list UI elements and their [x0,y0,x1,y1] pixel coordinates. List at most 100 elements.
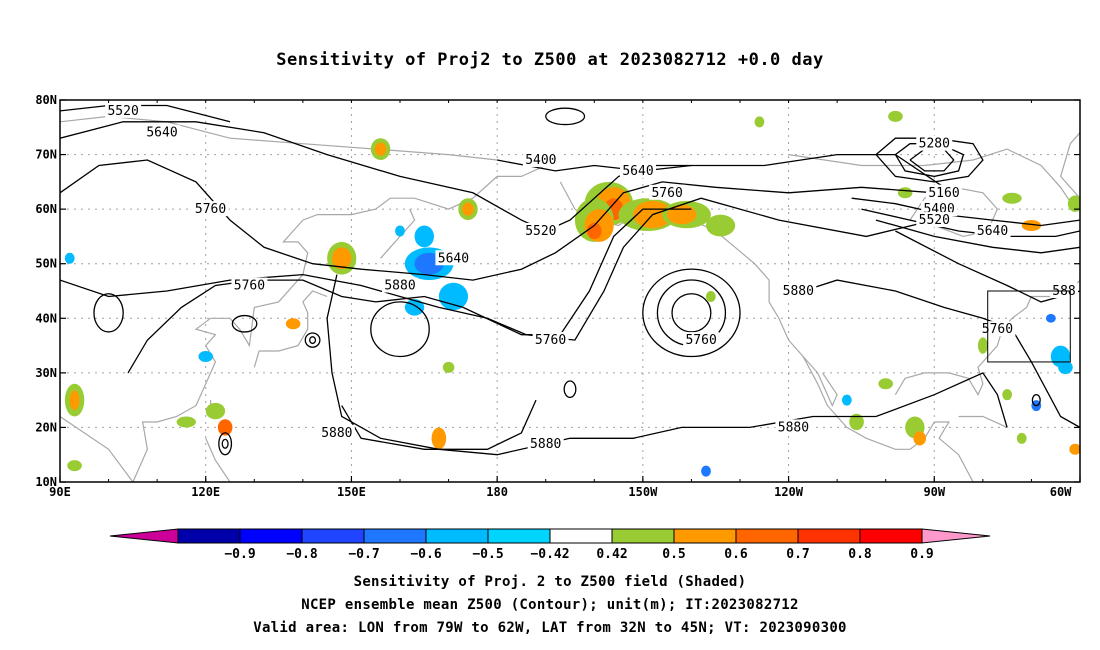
contour-label-bg [780,283,817,298]
contour-label: 5400 [525,153,556,168]
colorbar-swatch [363,528,427,544]
z500-contours [60,104,1080,456]
gridlines [60,100,1080,482]
contour-label-bg [231,277,268,293]
colorbar-low-end [109,528,179,544]
colorbar-label: 0.6 [724,547,748,562]
sensitivity-patch [705,214,736,237]
map-frame [59,99,1081,483]
contour-label: 5640 [977,224,1008,239]
colorbar-label: 0.5 [662,547,685,562]
contour-label: 5640 [622,164,653,179]
z500-closed-contour [231,314,258,333]
contour-label-bg [979,321,1016,337]
contour-label-bg [1050,283,1078,298]
sensitivity-patch [198,350,214,362]
sensitivity-patch [64,252,75,264]
colorbar-label: −0.42 [530,547,569,562]
contour-label: 5640 [438,251,469,266]
z500-closed-contour [563,380,577,399]
colorbar-swatch [239,528,303,544]
coastline [253,290,328,368]
z500-contour [875,137,984,183]
colorbar: −0.9 −0.8 −0.7 −0.6 −0.5 −0.42 0.42 0.5 0.6 0.7 0.… [109,528,991,562]
coastline [1059,132,1080,199]
contour-label-bg [522,152,559,168]
contour-label: 5760 [535,333,566,348]
z500-closed-contour [218,432,233,456]
z500-contour [861,208,1080,238]
sensitivity-patch [205,402,226,420]
coastline [802,356,838,408]
contour-label: 5280 [919,137,950,152]
lat-tick-label: 40N [35,311,57,325]
contour-labels: 5520 5640 5760 5400 5520 5640 5760 5640 5760 5880… [105,102,1078,452]
lat-tick-label: 30N [35,366,57,380]
z500-closed-contour [221,438,229,449]
contour-label: 5880 [384,279,415,294]
sensitivity-patch [438,282,469,311]
contour-label: 5520 [919,213,950,228]
sensitivity-patch [1058,360,1073,374]
contour-label: 5760 [982,322,1013,337]
contour-label-bg [532,332,569,348]
lat-tick-label: 20N [35,420,57,434]
z500-contour [875,219,1080,254]
contour-label-bg [192,201,229,217]
sensitivity-patch [878,378,894,390]
colorbar-label: −0.9 [224,547,255,562]
z500-contour [909,148,955,172]
colorbar-swatch [549,528,613,544]
contour-label-bg [683,332,720,348]
sensitivity-patch [442,361,455,373]
z500-closed-contour [642,268,741,358]
colorbar-swatch [859,528,923,544]
sensitivity-patch [285,318,301,330]
z500-contour [895,230,1080,303]
z500-contour [60,197,935,341]
z500-closed-contour [93,293,124,333]
contour-label-bg [974,222,1011,238]
contour-label-bg [916,212,953,228]
sensitivity-patch [586,222,602,240]
z500-contour [60,159,935,281]
sensitivity-patch [67,460,82,472]
contour-label-bg [775,419,812,435]
coastline [205,438,231,482]
lon-tick-label: 60W [1050,485,1072,499]
sensitivity-patch [701,465,711,477]
z500-contour [341,399,537,450]
sensitivity-patch [913,431,927,446]
lon-tick-label: 120E [191,485,220,499]
colorbar-label: 0.8 [848,547,872,562]
caption-line-1: Sensitivity of Proj. 2 to Z500 field (Sh… [353,574,747,590]
sensitivity-patch [374,142,387,156]
contour-label: 5880 [783,284,814,299]
sensitivity-patch [849,413,864,431]
caption-line-2: NCEP ensemble mean Z500 (Contour); unit(… [301,597,799,613]
z500-contour [894,143,965,178]
contour-label-bg [318,424,355,440]
sensitivity-patch [404,299,425,316]
sensitivity-patch [888,110,903,122]
colorbar-swatch [611,528,675,544]
colorbar-high-end [921,528,991,544]
lon-tick-label: 180 [486,485,508,499]
coastline [958,415,1008,428]
sensitivity-patch [1002,192,1022,204]
sensitivity-patch [1069,443,1080,455]
sensitivity-patch [395,225,405,237]
sensitivity-patch [414,225,434,248]
contour-label-bg [926,184,962,200]
sensitivity-patch [841,394,852,406]
z500-contour [127,208,692,374]
z500-closed-contour [1031,393,1041,407]
z500-closed-contour [309,336,317,345]
sensitivity-patch [1016,432,1027,444]
sensitivity-patch [431,427,447,450]
contour-label: 5520 [107,104,138,119]
contour-label: 5520 [525,224,556,239]
lat-tick-label: 10N [35,475,57,489]
sensitivity-patch [1045,313,1056,323]
